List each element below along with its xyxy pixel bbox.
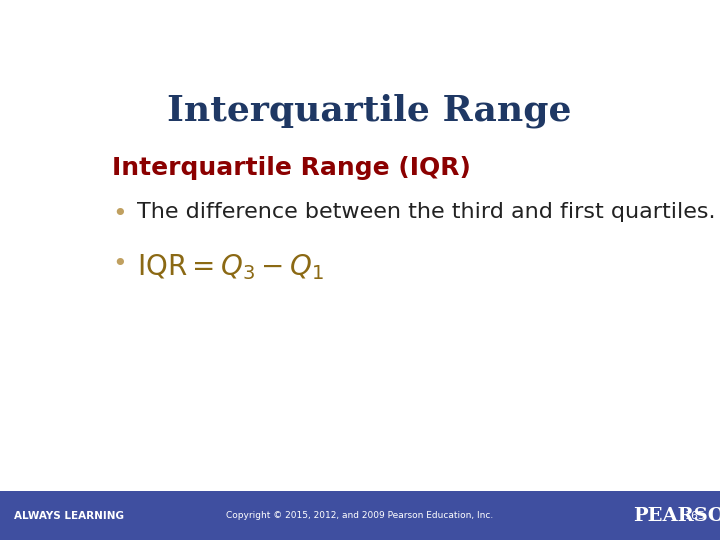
Text: $\mathrm{IQR} = Q_3 - Q_1$: $\mathrm{IQR} = Q_3 - Q_1$ [138, 252, 324, 282]
Text: PEARSON: PEARSON [634, 507, 720, 525]
Text: Interquartile Range: Interquartile Range [167, 94, 571, 129]
Text: The difference between the third and first quartiles.: The difference between the third and fir… [138, 202, 716, 222]
Text: •: • [112, 252, 127, 276]
Text: •: • [112, 202, 127, 226]
Text: Interquartile Range (IQR): Interquartile Range (IQR) [112, 156, 471, 180]
Text: Copyright © 2015, 2012, and 2009 Pearson Education, Inc.: Copyright © 2015, 2012, and 2009 Pearson… [226, 511, 494, 520]
Text: ALWAYS LEARNING: ALWAYS LEARNING [14, 511, 125, 521]
Text: 165: 165 [685, 511, 706, 521]
